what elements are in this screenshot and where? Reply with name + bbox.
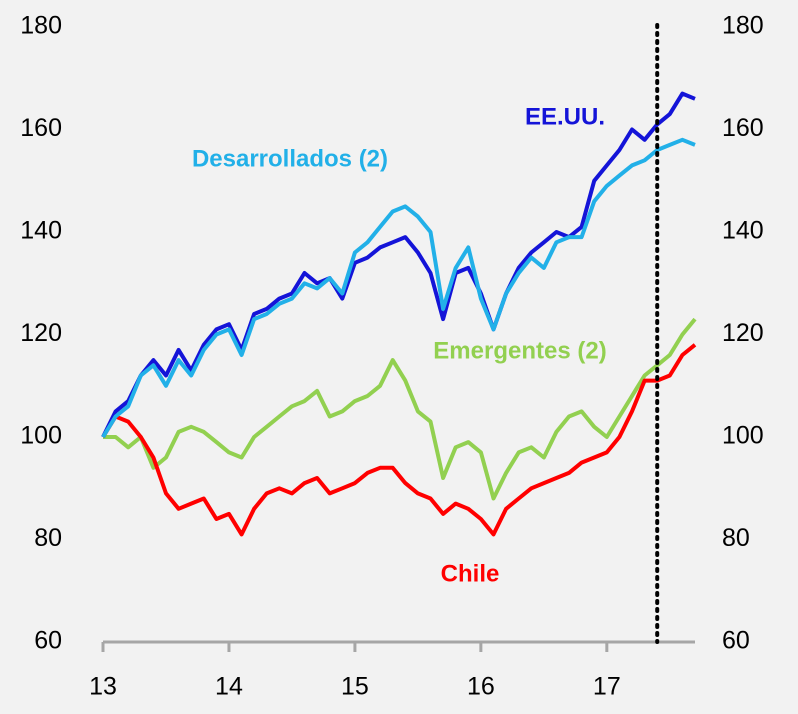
y-tick-label: 60 — [34, 627, 62, 655]
y-tick-label: 80 — [34, 524, 62, 552]
series-label: Desarrollados (2) — [192, 145, 388, 172]
y2-tick-label: 160 — [722, 114, 764, 142]
series-label: Chile — [441, 560, 500, 587]
y2-tick-label: 100 — [722, 422, 764, 450]
y2-tick-label: 120 — [722, 319, 764, 347]
y-tick-label: 120 — [20, 319, 62, 347]
x-tick-label: 17 — [593, 673, 621, 701]
y-tick-label: 160 — [20, 114, 62, 142]
x-tick-label: 15 — [341, 673, 369, 701]
y-tick-label: 140 — [20, 217, 62, 245]
x-tick-label: 16 — [467, 673, 495, 701]
series-line — [101, 137, 696, 439]
series-label: EE.UU. — [525, 103, 605, 130]
series-line — [101, 91, 696, 438]
y-tick-label: 180 — [20, 12, 62, 40]
y2-tick-label: 140 — [722, 217, 764, 245]
y2-tick-label: 180 — [722, 12, 764, 40]
series-label: Emergentes (2) — [433, 337, 606, 364]
series-line — [103, 317, 697, 501]
y2-tick-label: 60 — [722, 627, 750, 655]
y2-tick-label: 80 — [722, 524, 750, 552]
y-tick-label: 100 — [20, 422, 62, 450]
x-tick-label: 14 — [215, 673, 243, 701]
series-line — [101, 343, 697, 537]
x-tick-label: 13 — [89, 673, 117, 701]
